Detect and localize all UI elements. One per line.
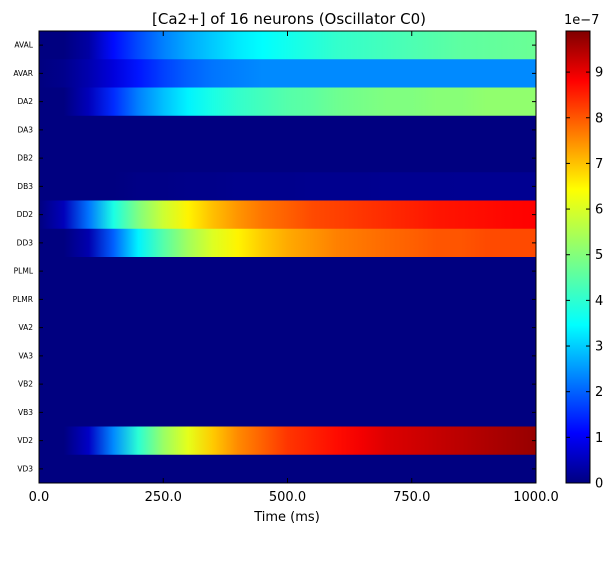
heatmap-row-da3: [39, 115, 536, 145]
row-label-db3: DB3: [17, 182, 33, 191]
heatmap-row-vd2: [39, 426, 536, 456]
colorbar: [565, 30, 591, 484]
heatmap-row-db3: [39, 172, 536, 201]
colorbar-tick-label: 2: [595, 385, 603, 400]
row-label-vd2: VD2: [17, 436, 33, 445]
heatmap-row-plml: [39, 257, 536, 286]
heatmap-cells: [39, 31, 536, 484]
row-label-db2: DB2: [17, 154, 33, 163]
colorbar-tick-label: 3: [595, 340, 603, 355]
heatmap-row-dd2: [39, 200, 536, 230]
heatmap-row-plmr: [39, 285, 536, 314]
heatmap-row-da2: [39, 87, 536, 117]
x-axis-label: Time (ms): [253, 510, 320, 525]
colorbar-tick-label: 0: [595, 477, 603, 492]
chart-title: [Ca2+] of 16 neurons (Oscillator C0): [152, 10, 426, 28]
row-label-avar: AVAR: [13, 69, 33, 78]
row-label-dd2: DD2: [17, 210, 34, 219]
row-label-vd3: VD3: [17, 464, 33, 473]
heatmap-row-va3: [39, 341, 536, 371]
colorbar-ticks: 0 1 2 3 4 5 6 7 8 9: [566, 66, 603, 492]
heatmap-row-dd3: [39, 228, 536, 258]
colorbar-tick-label: 7: [595, 157, 603, 172]
row-label-plml: PLML: [14, 267, 34, 276]
x-tick-label: 750.0: [393, 490, 430, 505]
heatmap-row-va2: [39, 313, 536, 343]
colorbar-tick-label: 8: [595, 111, 603, 126]
row-label-dd3: DD3: [17, 238, 34, 247]
row-label-vb2: VB2: [18, 380, 33, 389]
colorbar-tick-label: 1: [595, 431, 603, 446]
row-label-plmr: PLMR: [13, 295, 33, 304]
x-axis-ticks: 0.0 250.0 500.0 750.0 1000.0: [29, 31, 559, 505]
colorbar-tick-label: 6: [595, 203, 603, 218]
heatmap-row-avar: [39, 59, 536, 88]
x-tick-label: 0.0: [29, 490, 50, 505]
row-label-va2: VA2: [18, 323, 33, 332]
heatmap-row-db2: [39, 144, 536, 173]
x-tick-label: 1000.0: [513, 490, 559, 505]
row-label-aval: AVAL: [14, 41, 33, 50]
x-tick-label: 250.0: [145, 490, 182, 505]
row-label-da3: DA3: [17, 125, 33, 134]
row-labels: AVAL AVAR DA2 DA3 DB2 DB3 DD2 DD3 PLML PLMR VA2 VA3…: [13, 41, 536, 473]
row-label-vb3: VB3: [18, 408, 33, 417]
colorbar-tick-label: 9: [595, 66, 603, 81]
colorbar-offset-label: 1e−7: [564, 13, 599, 28]
heatmap-row-vb2: [39, 370, 536, 399]
colorbar-tick-label: 5: [595, 248, 603, 263]
row-label-da2: DA2: [17, 97, 33, 106]
colorbar-tick-label: 4: [595, 294, 603, 309]
x-tick-label: 500.0: [269, 490, 306, 505]
row-label-va3: VA3: [18, 351, 33, 360]
heatmap-row-vb3: [39, 398, 536, 427]
